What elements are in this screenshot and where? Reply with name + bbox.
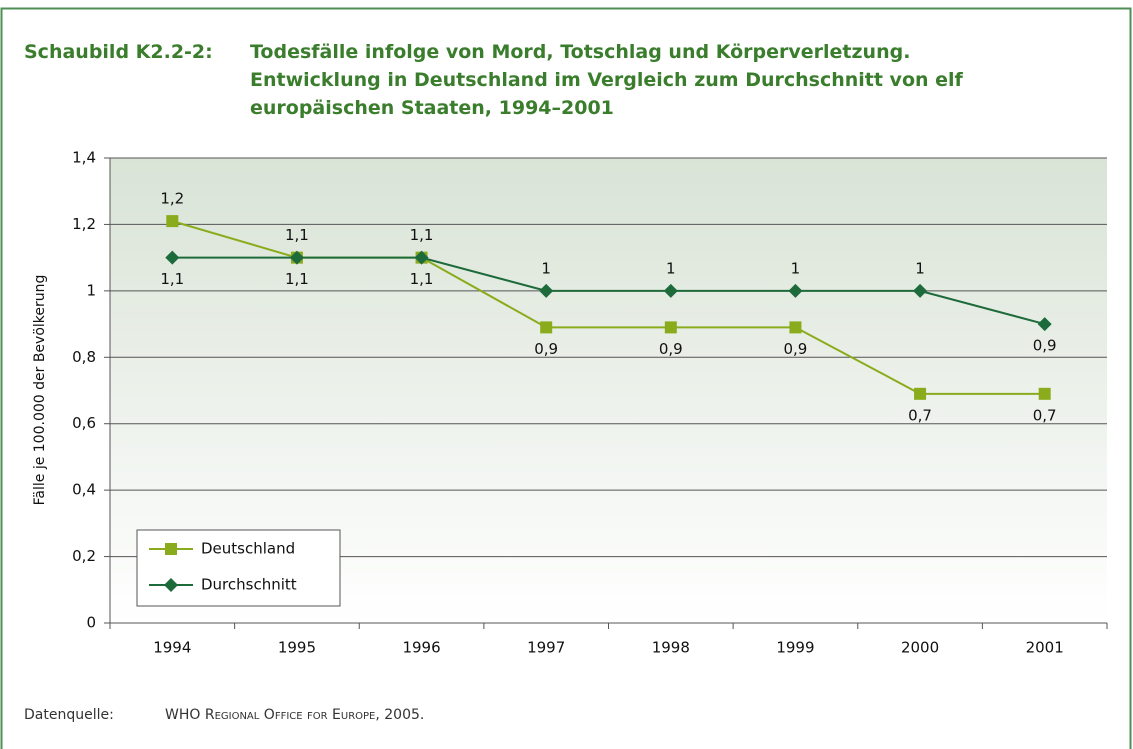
title-line: europäischen Staaten, 1994–2001 (250, 97, 614, 119)
marker (1038, 387, 1051, 400)
series-line (172, 256, 1045, 326)
marker (165, 250, 180, 265)
legend-label: Deutschland (201, 540, 295, 558)
y-tick-label: 1,2 (72, 215, 96, 233)
marker (789, 321, 802, 334)
title-line: Todesfälle infolge von Mord, Totschlag u… (250, 41, 910, 63)
data-label: 1,1 (285, 270, 309, 288)
marker (539, 283, 554, 298)
figure-label: Schaubild K2.2-2: (24, 41, 213, 63)
marker (1037, 317, 1052, 332)
data-label: 1,1 (160, 270, 184, 288)
data-label: 0,9 (534, 340, 558, 358)
x-tick-label: 1994 (153, 639, 191, 657)
marker (414, 250, 429, 265)
y-tick-label: 0,6 (72, 414, 96, 432)
x-tick-label: 1996 (402, 639, 440, 657)
data-label: 1,1 (285, 226, 309, 244)
source-label: Datenquelle: (24, 707, 114, 723)
data-label: 1,2 (160, 190, 184, 208)
marker (166, 215, 179, 228)
data-label: 0,9 (784, 340, 808, 358)
data-label: 1,1 (410, 226, 434, 244)
x-tick-label: 2001 (1026, 639, 1064, 657)
marker (664, 321, 677, 334)
source: WHO Regional Office for Europe, 2005. (165, 707, 424, 723)
y-tick-label: 0 (86, 614, 96, 632)
data-label: 0,9 (659, 340, 683, 358)
data-label: 1 (541, 259, 551, 277)
marker (289, 250, 304, 265)
marker (540, 321, 553, 334)
data-label: 1 (666, 259, 676, 277)
data-label: 1 (791, 259, 801, 277)
marker (914, 387, 927, 400)
y-tick-label: 0,4 (72, 481, 96, 499)
y-axis-label: Fälle je 100.000 der Bevölkerung (32, 275, 48, 506)
frame (0, 7, 1132, 749)
title-line: Entwicklung in Deutschland im Vergleich … (250, 69, 964, 91)
marker (663, 283, 678, 298)
y-tick-label: 0,2 (72, 547, 96, 565)
x-tick-label: 1997 (527, 639, 565, 657)
marker (164, 578, 178, 592)
y-tick-label: 1,4 (72, 149, 96, 167)
legend-box (136, 529, 341, 607)
marker (913, 283, 928, 298)
legend-label: Durchschnitt (201, 576, 297, 594)
data-label: 1,1 (410, 270, 434, 288)
data-label: 0,7 (1033, 406, 1057, 424)
marker (165, 543, 177, 555)
x-tick-label: 1999 (776, 639, 814, 657)
data-label: 1 (915, 259, 925, 277)
x-tick-label: 1998 (652, 639, 690, 657)
y-tick-label: 0,8 (72, 348, 96, 366)
data-label: 0,7 (908, 406, 932, 424)
y-tick-label: 1 (86, 281, 96, 299)
x-tick-label: 2000 (901, 639, 939, 657)
marker (788, 283, 803, 298)
x-tick-label: 1995 (278, 639, 316, 657)
data-label: 0,9 (1033, 337, 1057, 355)
